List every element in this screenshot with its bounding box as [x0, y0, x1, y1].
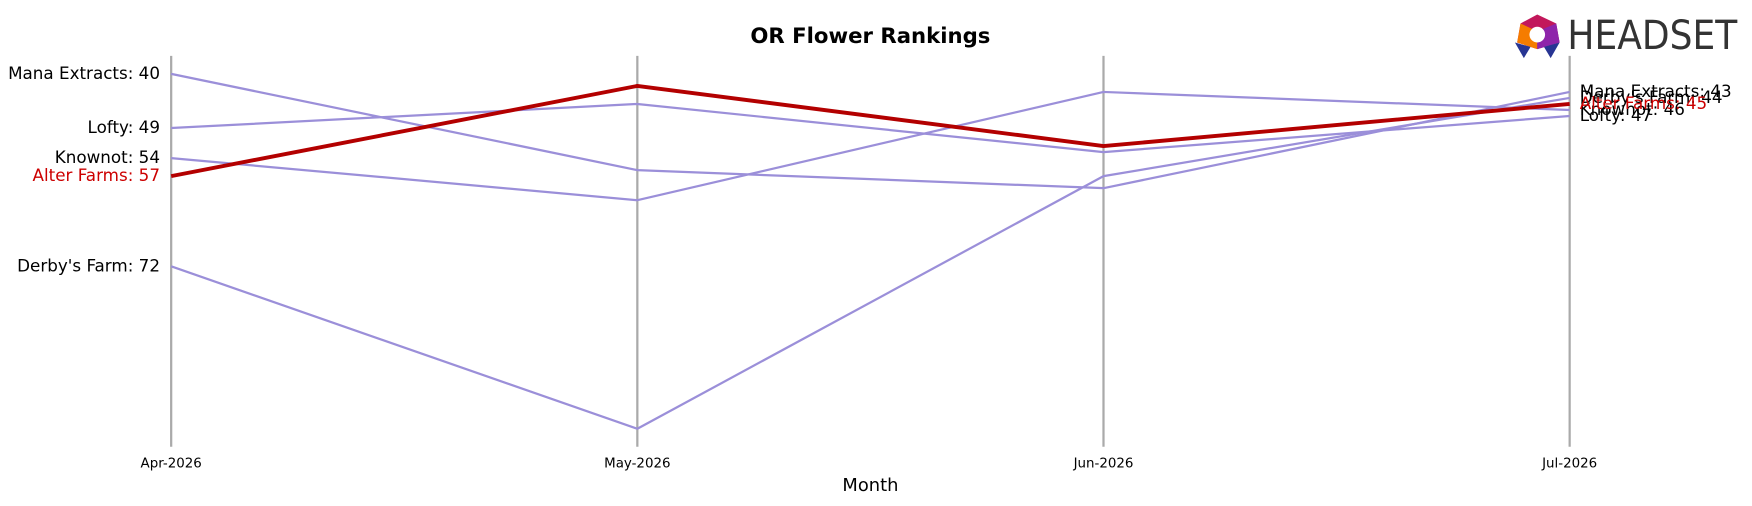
- value-label: Alter Farms: 57: [33, 165, 160, 185]
- logo-mark: [1529, 26, 1546, 43]
- logo-text: HEADSET: [1567, 13, 1737, 59]
- value-label: Derby's Farm: 72: [17, 255, 160, 275]
- value-label: Lofty: 47: [1580, 105, 1652, 125]
- value-label: Knownot: 54: [55, 147, 160, 167]
- logo-mark: [1543, 42, 1560, 59]
- series-line: [170, 83, 1570, 179]
- value-label: Lofty: 49: [88, 117, 160, 137]
- chart-title: OR Flower Rankings: [750, 24, 990, 49]
- value-label: Derby's Farm: 44: [1580, 87, 1723, 107]
- value-label: Alter Farms: 45: [1580, 93, 1707, 113]
- x-tick-label: Apr-2026: [141, 457, 202, 472]
- series-line: [170, 72, 1570, 190]
- series-line: [170, 96, 1570, 430]
- logo: HEADSET: [1514, 13, 1738, 59]
- x-tick-label: Jul-2026: [1541, 457, 1597, 472]
- value-label: Mana Extracts: 43: [1580, 81, 1732, 101]
- x-tick-label: Jun-2026: [1073, 457, 1134, 472]
- series-line: [171, 90, 1570, 202]
- logo-mark: [1514, 42, 1531, 59]
- value-label: Mana Extracts: 40: [8, 63, 160, 83]
- x-tick-label: May-2026: [604, 457, 670, 472]
- value-label: Knownot: 46: [1580, 99, 1685, 119]
- x-axis-label: Month: [842, 475, 898, 496]
- series-line: [171, 102, 1570, 154]
